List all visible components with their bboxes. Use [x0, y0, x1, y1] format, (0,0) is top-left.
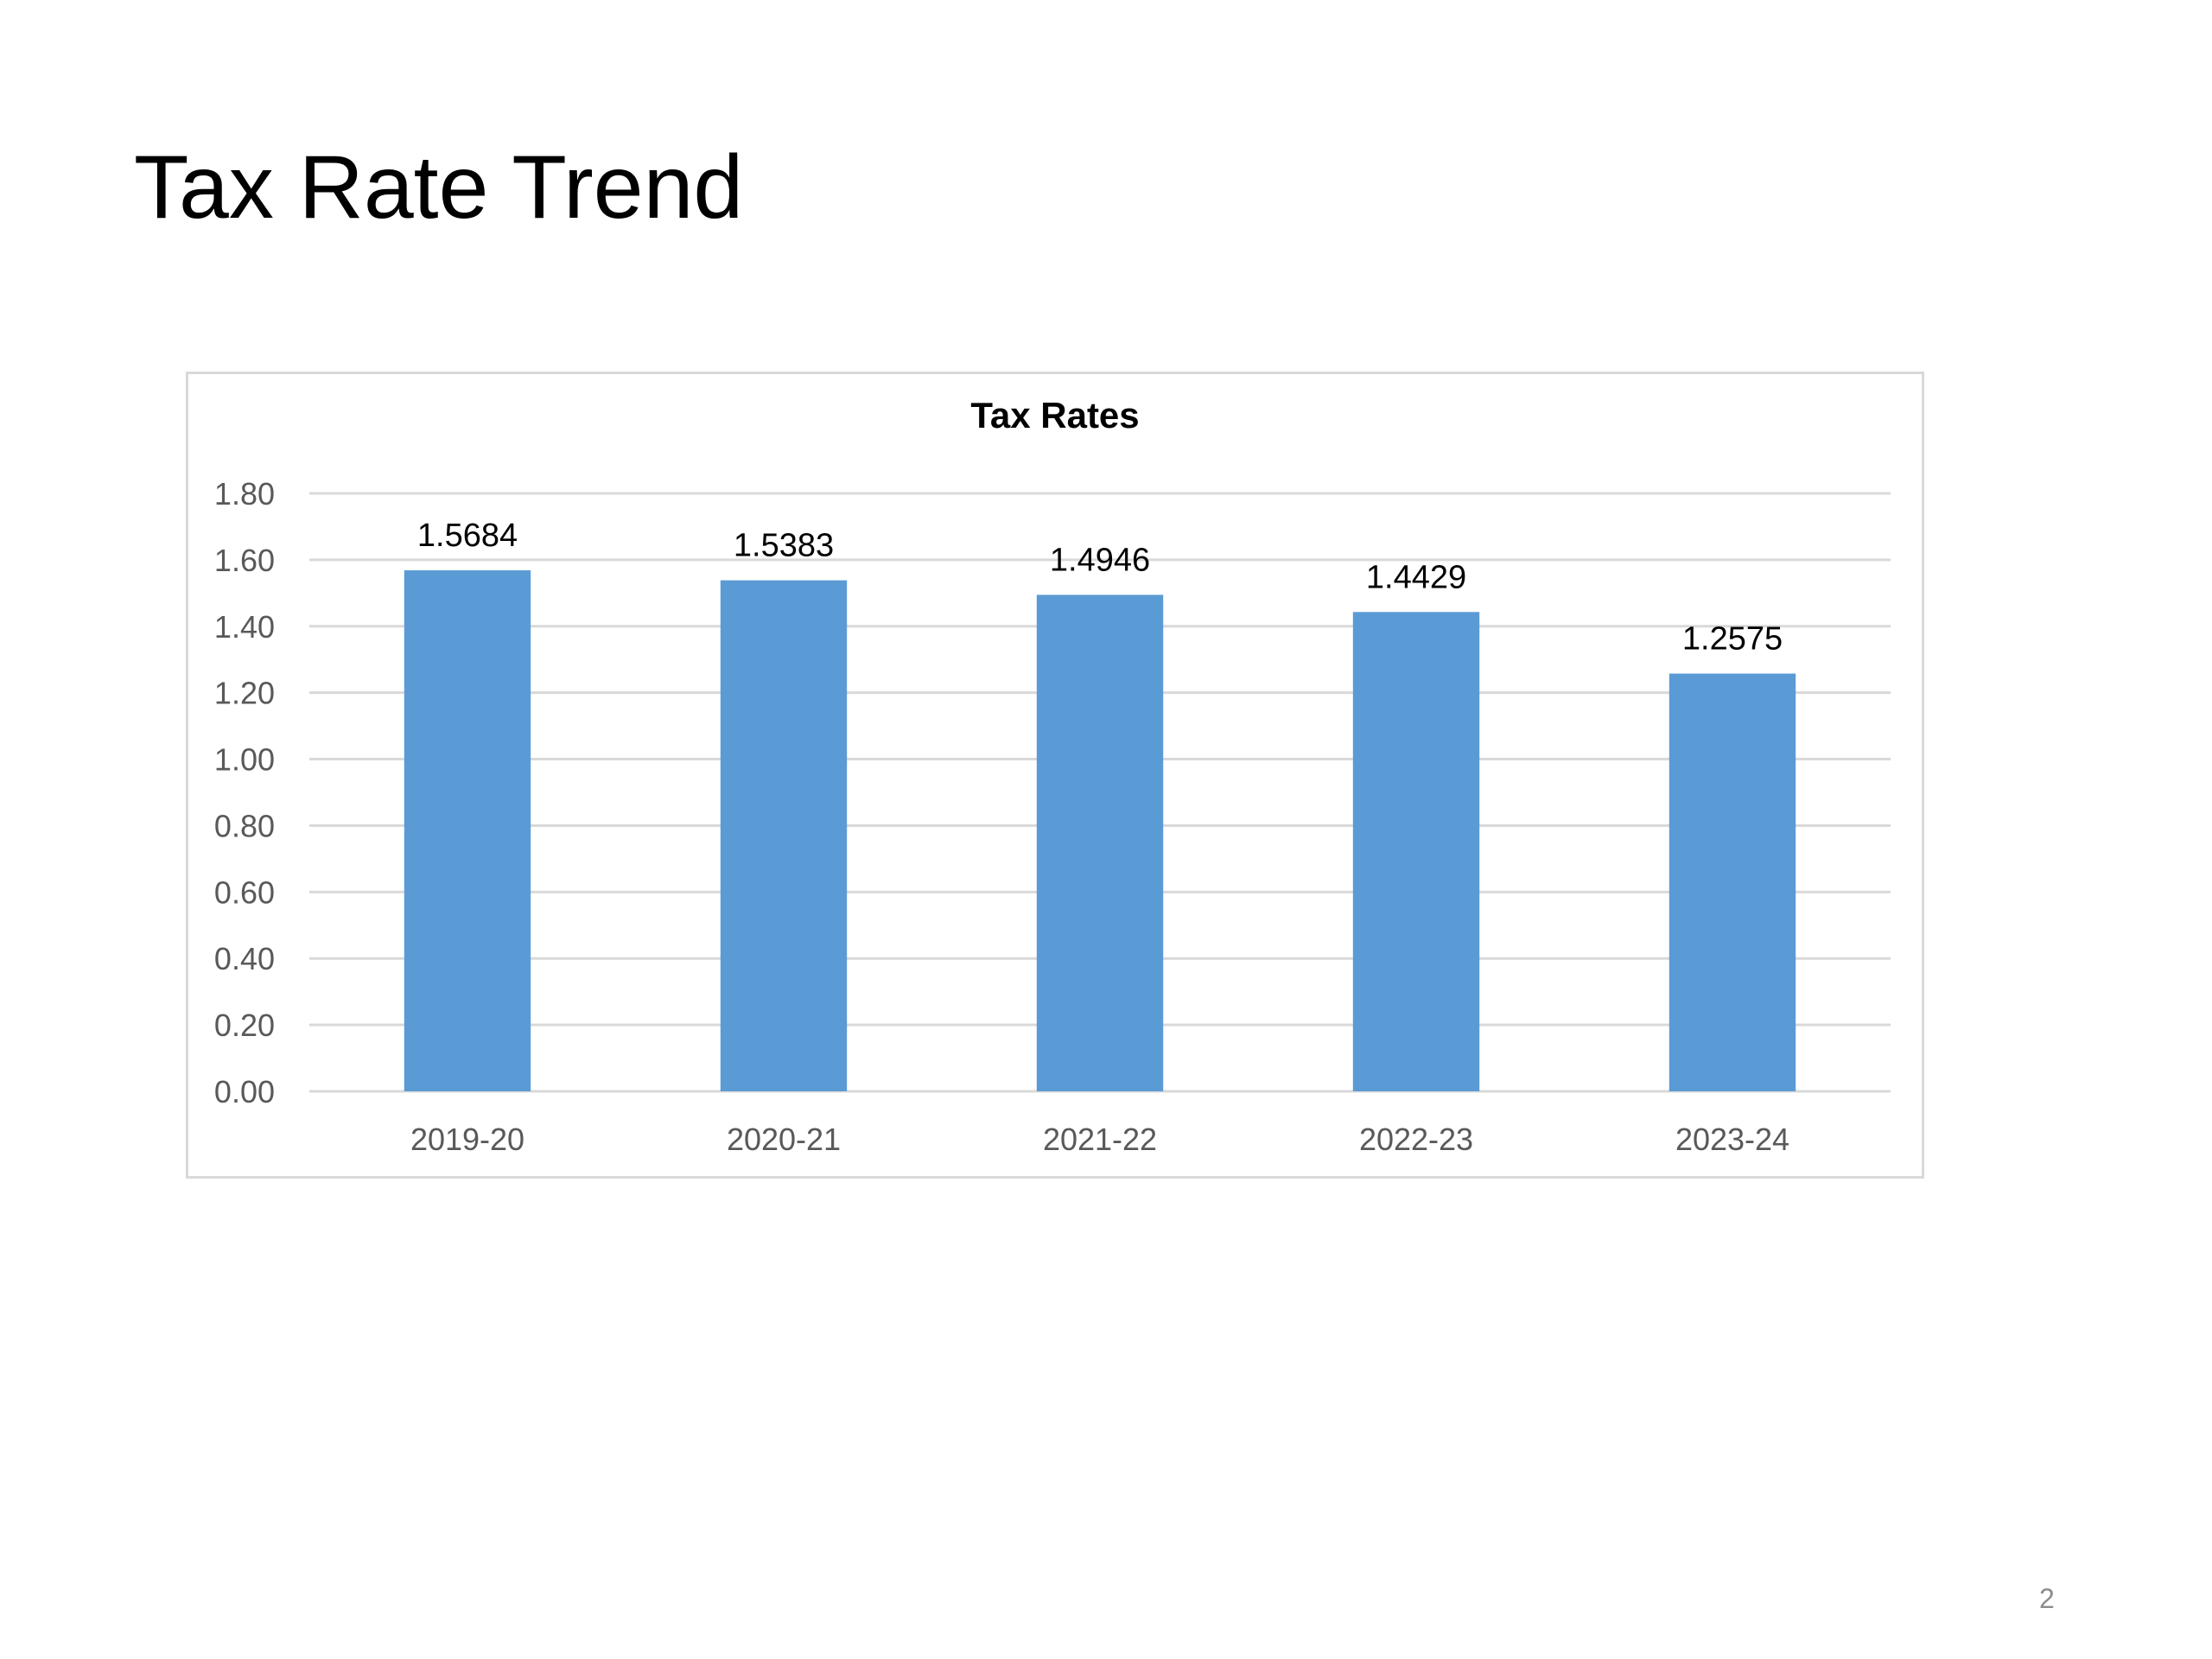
y-tick-label: 0.40	[214, 941, 275, 976]
bar-2019-20	[404, 570, 531, 1091]
y-tick-label: 1.20	[214, 676, 275, 711]
bar-2022-23	[1352, 612, 1480, 1091]
y-tick-label: 0.20	[214, 1007, 275, 1043]
page-number: 2	[2039, 1583, 2055, 1614]
x-axis-ticks: 2019-20 2020-21 2021-22 2022-23 2023-24	[410, 1122, 1789, 1157]
data-label: 1.2575	[1682, 621, 1783, 658]
slide-title: Tax Rate Trend	[134, 137, 744, 238]
y-tick-label: 0.00	[214, 1074, 275, 1109]
bar-2021-22	[1036, 594, 1164, 1091]
chart-area: Tax Rates 0.00 0.20 0.40 0.60 0.80 1.00 1.20 1.…	[186, 372, 1924, 1179]
x-tick-label: 2023-24	[1675, 1122, 1789, 1157]
x-tick-label: 2022-23	[1359, 1122, 1473, 1157]
data-labels: 1.5684 1.5383 1.4946 1.4429 1.2575	[417, 518, 1783, 658]
y-tick-label: 1.00	[214, 742, 275, 778]
y-axis-ticks: 0.00 0.20 0.40 0.60 0.80 1.00 1.20 1.40 1.60 1.80	[214, 476, 275, 1109]
y-tick-label: 0.60	[214, 874, 275, 910]
chart-title: Tax Rates	[970, 395, 1139, 435]
bar-2020-21	[720, 580, 848, 1091]
x-tick-label: 2019-20	[410, 1122, 524, 1157]
y-tick-label: 0.80	[214, 808, 275, 843]
data-label: 1.5383	[734, 528, 834, 564]
data-label: 1.5684	[417, 518, 518, 554]
x-tick-label: 2020-21	[727, 1122, 841, 1157]
y-tick-label: 1.40	[214, 609, 275, 645]
bars	[404, 570, 1796, 1091]
bar-2023-24	[1669, 673, 1796, 1091]
y-tick-label: 1.60	[214, 543, 275, 578]
bar-chart: Tax Rates 0.00 0.20 0.40 0.60 0.80 1.00 1.20 1.…	[214, 395, 1891, 1157]
data-label: 1.4946	[1050, 542, 1150, 578]
data-label: 1.4429	[1366, 559, 1466, 595]
x-tick-label: 2021-22	[1043, 1122, 1157, 1157]
y-tick-label: 1.80	[214, 476, 275, 512]
